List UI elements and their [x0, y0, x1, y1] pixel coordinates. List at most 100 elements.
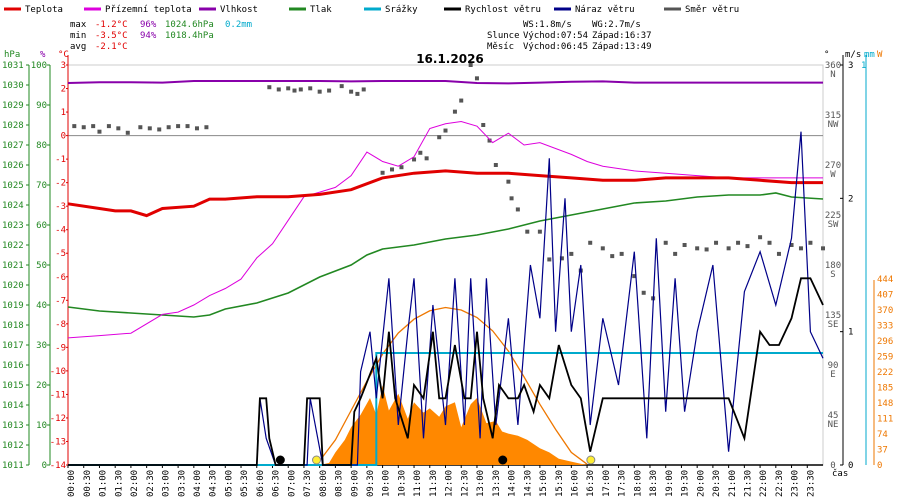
- min-temp: -3.5°C: [95, 31, 128, 41]
- wind-dir-point: [147, 126, 152, 131]
- x-tick-label: 12:00: [445, 470, 455, 497]
- avg-temp: -2.1°C: [95, 42, 128, 52]
- wind-dir-point: [673, 251, 678, 256]
- wind-dir-point: [276, 87, 281, 92]
- x-tick-label: 05:00: [224, 470, 234, 497]
- humidity-tick: 70: [36, 181, 47, 191]
- legend-label-3: Tlak: [310, 5, 332, 15]
- temperature-tick: -6: [55, 273, 66, 283]
- wind-dir-point: [808, 240, 813, 245]
- wind-dir-point: [663, 240, 668, 245]
- temperature-line: [67, 169, 823, 218]
- x-tick-label: 23:00: [791, 470, 801, 497]
- wind-speed-tick: 2: [848, 194, 853, 204]
- wind-dir-point: [559, 256, 564, 261]
- wind-dir-point: [821, 246, 825, 251]
- wind-dir-point: [547, 257, 552, 262]
- wind-dir-point: [390, 167, 395, 172]
- temperature-unit: °C: [58, 50, 69, 60]
- wind-dir-point: [298, 87, 303, 92]
- wind-dir-point: [610, 254, 615, 259]
- wind-dir-point: [72, 124, 77, 129]
- x-tick-label: 23:30: [806, 470, 816, 497]
- temperature-tick: -9: [55, 343, 66, 353]
- x-tick-label: 04:30: [209, 470, 219, 497]
- solar-tick: 148: [877, 399, 893, 409]
- pressure-tick: 1019: [2, 301, 24, 311]
- humidity-tick: 80: [36, 141, 47, 151]
- wind-dir-point: [789, 243, 794, 247]
- wind-dir-point: [682, 243, 687, 247]
- solar-tick: 222: [877, 368, 893, 378]
- x-tick-label: 18:00: [633, 470, 643, 497]
- min-label: min: [70, 31, 86, 41]
- x-tick-label: 10:00: [382, 470, 392, 497]
- wind-dir-point: [125, 130, 130, 135]
- wind-dir-point: [443, 128, 448, 133]
- temperature-tick: -4: [55, 226, 66, 236]
- x-tick-label: 15:30: [555, 470, 565, 497]
- x-tick-label: 14:30: [523, 470, 533, 497]
- stats-block: max -1.2°C 96% 1024.6hPa 0.2mm min -3.5°…: [70, 20, 652, 52]
- wind-dir-point: [138, 125, 143, 130]
- wind-dir-point: [91, 124, 96, 129]
- humidity-line: [67, 80, 823, 85]
- temperature-tick: 1: [61, 108, 66, 118]
- temperature-tick: -11: [50, 390, 66, 400]
- x-tick-label: 19:30: [681, 470, 691, 497]
- wind-gust-line: [68, 131, 824, 466]
- wind-speed-line: [68, 277, 824, 466]
- pressure-tick: 1014: [2, 401, 24, 411]
- x-tick-label: 20:30: [712, 470, 722, 497]
- x-tick-label: 13:30: [492, 470, 502, 497]
- x-tick-label: 15:00: [539, 470, 549, 497]
- wind-dir-point: [292, 88, 297, 93]
- x-tick-label: 06:00: [256, 470, 266, 497]
- wind-dir-point: [515, 207, 520, 212]
- sunset-marker: [586, 455, 596, 465]
- wind-dir-compass: NE: [828, 420, 839, 430]
- rain-unit: mm: [864, 50, 875, 60]
- wind-dir-point: [726, 246, 731, 251]
- wind-dir-point: [600, 246, 605, 251]
- pressure-tick: 1030: [2, 81, 24, 91]
- wind-dir-point: [632, 274, 637, 279]
- pressure-tick: 1018: [2, 321, 24, 331]
- pressure-tick: 1029: [2, 101, 24, 111]
- humidity-tick: 100: [31, 61, 47, 71]
- humidity-tick: 10: [36, 421, 47, 431]
- wind-dir-point: [745, 244, 750, 249]
- x-tick-label: 04:00: [193, 470, 203, 497]
- wind-dir-tick: 225: [825, 211, 841, 221]
- solar-tick: 444: [877, 275, 893, 285]
- solar-radiation-area: [319, 385, 588, 465]
- wind-dir-point: [569, 251, 574, 256]
- humidity-tick: 90: [36, 101, 47, 111]
- ground-temperature-line: [67, 120, 823, 339]
- wind-dir-point: [736, 240, 741, 245]
- pressure-tick: 1026: [2, 161, 24, 171]
- legend-label-7: Směr větru: [685, 5, 739, 15]
- wind-gust-max: WG:2.7m/s: [592, 20, 641, 30]
- wind-dir-point: [194, 126, 199, 131]
- plot-frame: [67, 64, 824, 466]
- x-tick-label: 11:30: [429, 470, 439, 497]
- x-tick-label: 05:30: [240, 470, 250, 497]
- wind-dir-point: [106, 124, 111, 129]
- pressure-tick: 1020: [2, 281, 24, 291]
- x-tick-label: 16:00: [570, 470, 580, 497]
- wind-dir-point: [308, 86, 313, 91]
- x-tick-label: 09:00: [350, 470, 360, 497]
- wind-dir-point: [468, 63, 473, 67]
- temperature-tick: -14: [50, 461, 66, 471]
- x-tick-label: 10:30: [397, 470, 407, 497]
- pressure-unit: hPa: [4, 50, 20, 60]
- pressure-tick: 1023: [2, 221, 24, 231]
- wind-dir-point: [97, 129, 102, 134]
- pressure-tick: 1027: [2, 141, 24, 151]
- wind-dir-point: [418, 150, 423, 155]
- x-tick-label: 16:30: [586, 470, 596, 497]
- wind-dir-point: [355, 91, 360, 96]
- moonrise-time: Východ:06:45: [523, 42, 588, 52]
